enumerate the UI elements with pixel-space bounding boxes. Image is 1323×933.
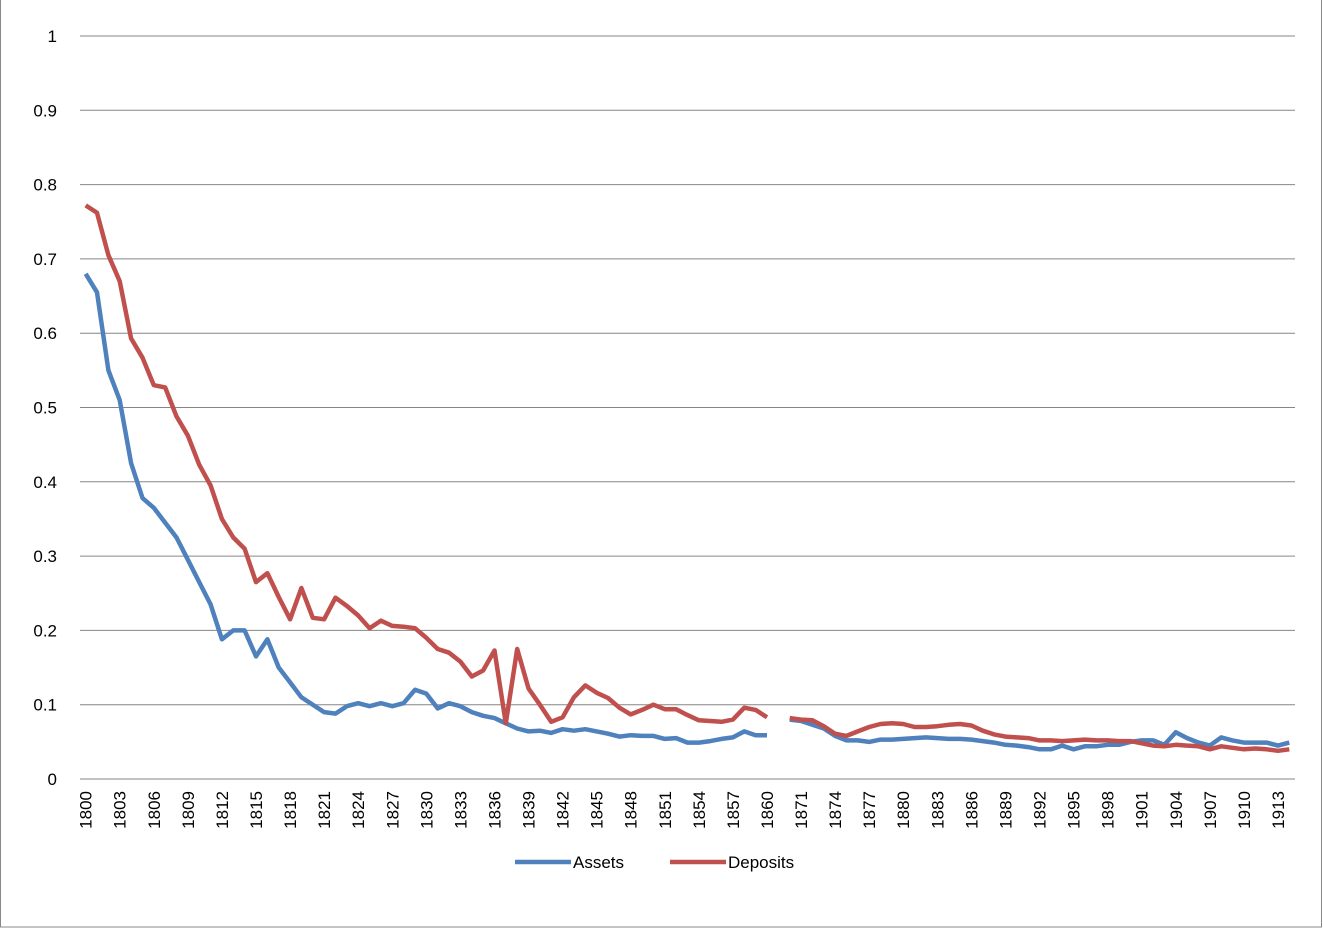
x-tick-label: 1809	[179, 791, 198, 829]
x-tick-label: 1842	[554, 791, 573, 829]
x-tick-label: 1812	[213, 791, 232, 829]
x-tick-label: 1895	[1065, 791, 1084, 829]
x-tick-label: 1857	[724, 791, 743, 829]
legend-label: Assets	[573, 853, 624, 872]
x-tick-label: 1821	[315, 791, 334, 829]
x-tick-label: 1830	[417, 791, 436, 829]
y-tick-label: 0.5	[33, 399, 57, 418]
x-tick-label: 1845	[588, 791, 607, 829]
x-tick-label: 1839	[520, 791, 539, 829]
x-tick-label: 1836	[485, 791, 504, 829]
x-tick-label: 1886	[962, 791, 981, 829]
x-tick-label: 1848	[622, 791, 641, 829]
legend-label: Deposits	[728, 853, 794, 872]
y-tick-label: 0.3	[33, 547, 57, 566]
series-line	[83, 272, 1290, 752]
x-tick-label: 1803	[111, 791, 130, 829]
x-tick-label: 1800	[77, 791, 96, 829]
y-tick-label: 0	[48, 770, 57, 789]
x-tick-label: 1818	[281, 791, 300, 829]
x-tick-label: 1910	[1235, 791, 1254, 829]
x-tick-label: 1874	[826, 791, 845, 829]
y-tick-label: 0.8	[33, 176, 57, 195]
x-tick-label: 1871	[792, 791, 811, 829]
x-tick-label: 1907	[1201, 791, 1220, 829]
x-tick-label: 1827	[383, 791, 402, 829]
y-tick-label: 0.4	[33, 473, 57, 492]
x-tick-label: 1898	[1099, 791, 1118, 829]
x-tick-label: 1854	[690, 791, 709, 829]
x-tick-label: 1833	[451, 791, 470, 829]
x-tick-label: 1883	[928, 791, 947, 829]
y-tick-label: 1	[48, 27, 57, 46]
x-tick-label: 1892	[1031, 791, 1050, 829]
x-tick-label: 1806	[145, 791, 164, 829]
y-tick-label: 0.2	[33, 621, 57, 640]
x-tick-label: 1901	[1133, 791, 1152, 829]
y-tick-label: 0.1	[33, 696, 57, 715]
x-tick-label: 1815	[247, 791, 266, 829]
x-tick-label: 1824	[349, 791, 368, 829]
x-tick-label: 1860	[758, 791, 777, 829]
series-line	[84, 203, 1290, 754]
x-tick-label: 1880	[894, 791, 913, 829]
x-tick-label: 1889	[996, 791, 1015, 829]
y-tick-label: 0.6	[33, 324, 57, 343]
x-tick-label: 1913	[1269, 791, 1288, 829]
x-tick-label: 1851	[656, 791, 675, 829]
x-tick-label: 1877	[860, 791, 879, 829]
y-tick-label: 0.7	[33, 250, 57, 269]
y-tick-label: 0.9	[33, 101, 57, 120]
x-tick-label: 1904	[1167, 791, 1186, 829]
